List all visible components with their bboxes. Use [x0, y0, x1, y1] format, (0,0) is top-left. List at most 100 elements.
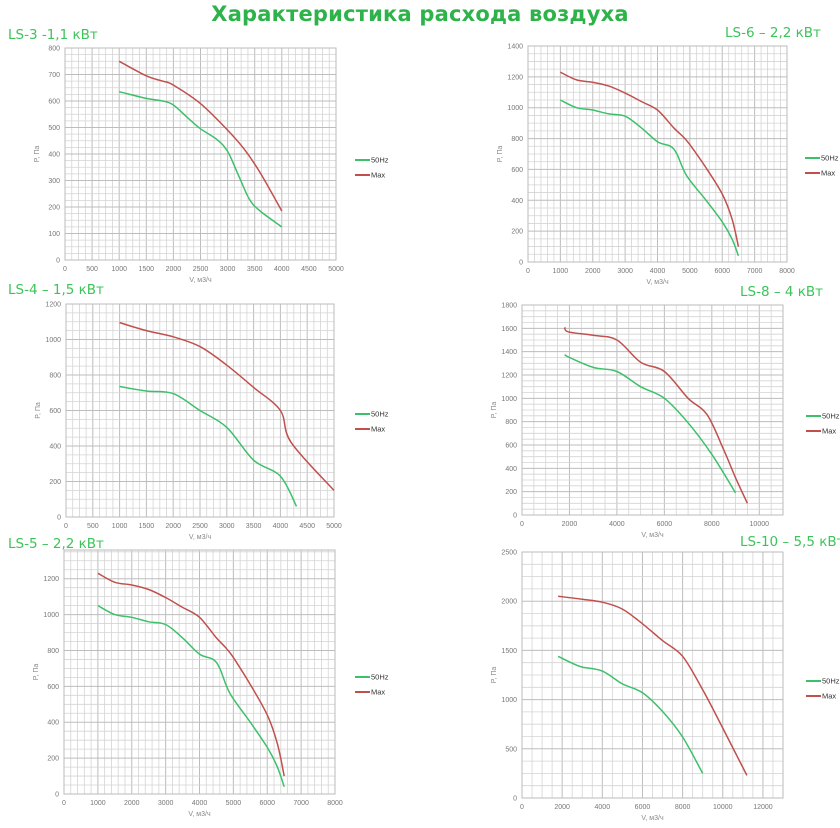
y-tick-label: 0	[55, 792, 59, 799]
x-axis-title: V, м3/ч	[188, 811, 211, 818]
y-tick-label: 800	[47, 648, 59, 655]
y-tick-label: 1200	[507, 74, 523, 81]
x-axis-title: V, м3/ч	[189, 277, 212, 284]
legend-label: Max	[371, 171, 385, 180]
plot-area	[64, 47, 337, 261]
y-tick-label: 300	[48, 178, 60, 185]
series-line-50hz	[564, 353, 737, 494]
y-tick-label: 600	[47, 684, 59, 691]
gridlines	[63, 550, 336, 795]
x-tick-label: 1500	[139, 266, 155, 273]
y-tick-label: 1000	[507, 105, 523, 112]
series-line-max	[97, 572, 285, 777]
gridlines	[521, 551, 784, 799]
x-tick-label: 4000	[274, 266, 290, 273]
x-tick-label: 3000	[617, 268, 633, 275]
x-tick-label: 12000	[753, 804, 773, 811]
chart-title: LS-8 – 4 кВт	[740, 284, 824, 300]
chart-3: 0 2000 4000 6000 8000 10000 0 200 400 600 800 1000 1…	[491, 303, 840, 540]
series-line-50hz	[557, 655, 704, 774]
series-line-max	[118, 60, 283, 212]
x-tick-label: 3000	[219, 523, 235, 530]
x-tick-label: 5000	[328, 266, 344, 273]
y-tick-label: 0	[57, 515, 61, 522]
x-tick-label: 2000	[585, 268, 601, 275]
y-tick-label: 200	[511, 229, 523, 236]
x-tick-label: 0	[62, 800, 66, 807]
y-axis-title: P, Па	[35, 402, 42, 419]
chart-title: LS-5 – 2,2 кВт	[8, 536, 104, 552]
x-axis-title: V, м3/ч	[189, 534, 212, 541]
series-line-50hz	[97, 604, 285, 788]
x-axis-title: V, м3/ч	[641, 815, 664, 822]
x-tick-label: 4000	[650, 268, 666, 275]
series-line-max	[119, 321, 335, 491]
x-tick-label: 2500	[192, 523, 208, 530]
x-tick-label: 4000	[595, 804, 611, 811]
y-tick-label: 600	[49, 408, 61, 415]
x-tick-label: 4000	[609, 521, 625, 528]
y-tick-label: 600	[48, 99, 60, 106]
legend-label: Max	[371, 425, 385, 434]
y-tick-label: 500	[48, 125, 60, 132]
legend-label: 50Hz	[371, 156, 389, 165]
y-axis-title: P, Па	[34, 146, 41, 163]
y-tick-label: 2000	[501, 599, 517, 606]
y-tick-label: 600	[511, 167, 523, 174]
y-tick-label: 1400	[501, 349, 517, 356]
y-tick-label: 200	[47, 756, 59, 763]
y-tick-label: 800	[505, 419, 517, 426]
x-tick-label: 2000	[166, 266, 182, 273]
x-tick-label: 3000	[220, 266, 236, 273]
plot-area	[521, 551, 784, 799]
x-tick-label: 2000	[562, 521, 578, 528]
plot-area	[63, 549, 336, 795]
y-tick-label: 0	[513, 796, 517, 803]
x-tick-label: 0	[520, 804, 524, 811]
series-line-50hz	[119, 90, 283, 228]
y-tick-label: 800	[48, 46, 60, 53]
series-line-50hz	[119, 385, 298, 507]
y-tick-label: 1000	[45, 337, 61, 344]
x-tick-label: 1000	[112, 523, 128, 530]
chart-0: 0 500 1000 1500 2000 2500 3000 3500 4000 4500 5000…	[34, 46, 389, 285]
x-axis-title: V, м3/ч	[646, 279, 669, 286]
x-tick-label: 5000	[682, 268, 698, 275]
y-tick-label: 700	[48, 72, 60, 79]
page-title: Характеристика расхода воздуха	[211, 2, 629, 26]
gridlines	[521, 304, 784, 516]
chart-title: LS-10 – 5,5 кВт	[740, 534, 840, 550]
y-tick-label: 200	[505, 489, 517, 496]
x-tick-label: 6000	[259, 800, 275, 807]
gridlines	[64, 47, 337, 261]
x-tick-label: 0	[63, 266, 67, 273]
x-tick-label: 5000	[226, 800, 242, 807]
chart-title: LS-3 -1,1 кВт	[8, 27, 98, 43]
x-tick-label: 6000	[635, 804, 651, 811]
y-tick-label: 1500	[501, 648, 517, 655]
y-tick-label: 400	[48, 152, 60, 159]
x-tick-label: 2000	[124, 800, 140, 807]
y-tick-label: 0	[513, 513, 517, 520]
x-tick-label: 8000	[327, 800, 343, 807]
x-tick-label: 8000	[675, 804, 691, 811]
legend-label: Max	[822, 427, 836, 436]
x-tick-label: 0	[526, 268, 530, 275]
plot-area	[65, 303, 335, 518]
x-tick-label: 4000	[192, 800, 208, 807]
x-tick-label: 1500	[139, 523, 155, 530]
y-tick-label: 1600	[501, 326, 517, 333]
y-tick-label: 0	[56, 258, 60, 265]
y-tick-label: 2500	[501, 550, 517, 557]
x-tick-label: 10000	[750, 521, 770, 528]
y-tick-label: 1200	[45, 302, 61, 309]
plot-area	[527, 45, 788, 263]
y-tick-label: 400	[47, 720, 59, 727]
legend-label: Max	[822, 692, 836, 701]
x-tick-label: 10000	[713, 804, 733, 811]
x-tick-label: 0	[520, 521, 524, 528]
x-tick-label: 8000	[704, 521, 720, 528]
legend-label: 50Hz	[371, 410, 389, 419]
x-tick-label: 8000	[779, 268, 795, 275]
